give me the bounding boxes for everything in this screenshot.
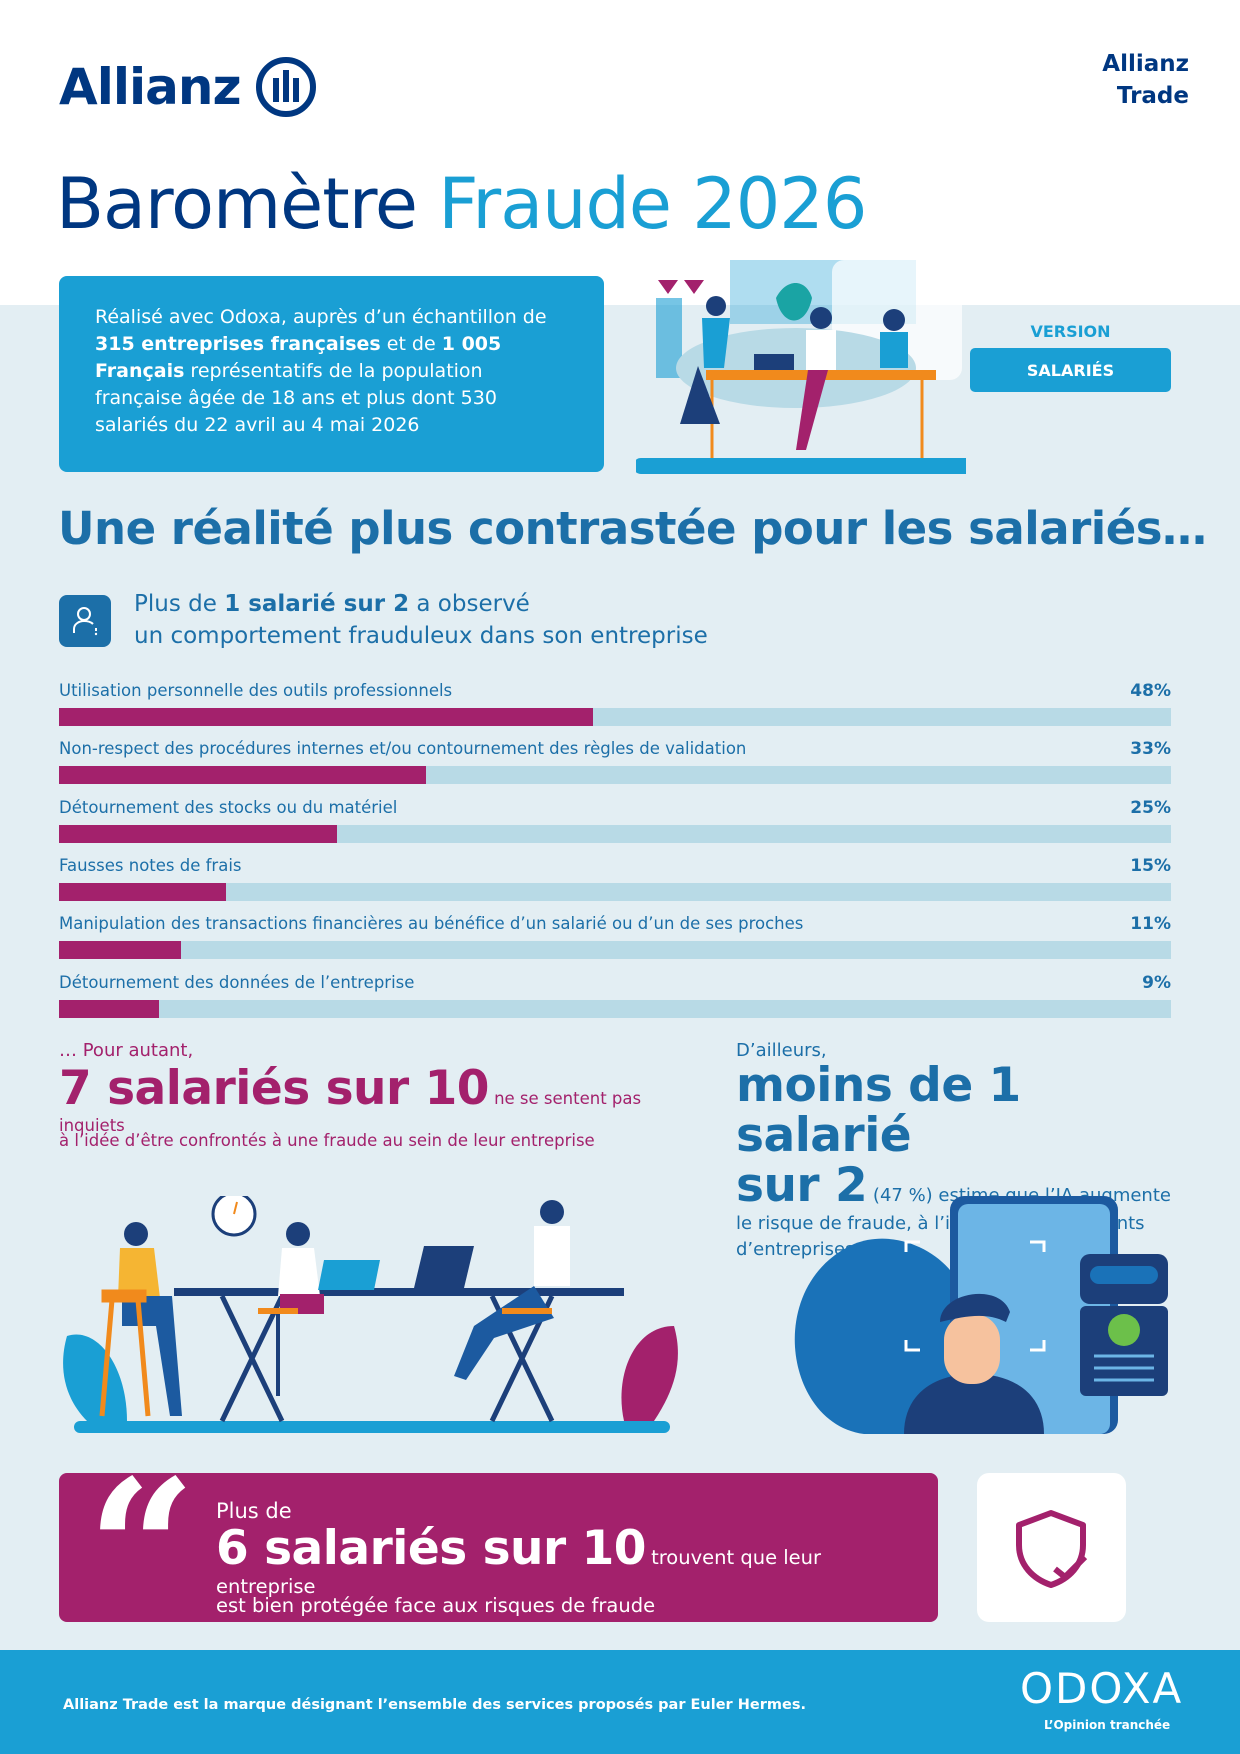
stat-intro-line: un comportement frauduleux dans son entr… [134,623,708,649]
illustration-ai [794,1196,1168,1434]
text-segment: représentatifs de la population français… [95,360,497,436]
stat-intro-line: Plus de 1 salarié sur 2 a observé [134,588,708,620]
illustration-team [63,1196,678,1433]
title-part: Fraude 2026 [438,163,867,245]
version-label: VERSION [1030,322,1111,341]
partner-logo: ODOXA [1020,1664,1184,1713]
text-segment: 1 salarié sur 2 [224,591,410,617]
stat-highlight: moins de 1 salarié [736,1058,1021,1163]
footer-note: Allianz Trade est la marque désignant l’… [63,1697,806,1713]
text-segment: a observé [409,591,530,617]
brand-logo: Allianz [59,56,317,118]
section-title: Une réalité plus contrastée pour les sal… [58,502,1207,555]
quote-text: est bien protégée face aux risques de fr… [216,1594,656,1617]
left-stat: … Pour autant, 7 salariés sur 10 ne se s… [59,1040,699,1150]
version-badge: SALARIÉS [970,348,1171,392]
quote-lead: Plus de [216,1499,292,1523]
quote-mark: “ [87,1438,197,1661]
stat-lead: D’ailleurs, [736,1040,827,1061]
text-segment: 1 005 Français [95,333,502,382]
stat-highlight: sur 2 [736,1158,868,1213]
stat-text: ne se sentent pas inquiets [59,1089,642,1135]
stat-lead: … Pour autant, [59,1040,194,1061]
quote-box: “ Plus de 6 salariés sur 10 trouvent que… [59,1455,938,1645]
quote-highlight: 6 salariés sur 10 [216,1521,646,1576]
person-icon [59,595,111,647]
footer: Allianz Trade est la marque désignant l’… [0,1650,1240,1754]
stat-highlight: 7 salariés sur 10 [59,1061,489,1116]
brand-right-line: Trade [1116,83,1189,109]
partner-tagline: L’Opinion tranchée [1044,1718,1171,1732]
shield-icon [1016,1510,1088,1588]
stat-intro: Plus de 1 salarié sur 2 a observé un com… [134,588,708,652]
text-segment: Réalisé avec Odoxa, auprès d’un échantil… [95,306,547,328]
title-part: Baromètre [56,163,418,245]
brand-right: Allianz Trade [1102,48,1189,112]
brand-name: Allianz [59,58,242,116]
brand-emblem [255,57,316,117]
person-glyph [73,607,98,636]
stat-text: à l’idée d’être confrontés à une fraude … [59,1131,595,1150]
text-segment: Plus de [134,591,225,617]
intro-box: Réalisé avec Odoxa, auprès d’un échantil… [59,276,604,472]
illustration-office [636,260,966,474]
brand-right-line: Allianz [1102,51,1189,77]
text-segment: 315 entreprises françaises [95,333,381,355]
shield-card [977,1473,1126,1622]
title: Baromètre Fraude 2026 [56,163,867,245]
text-segment: et de [380,333,442,355]
quote-text: trouvent que leur entreprise [216,1546,822,1598]
